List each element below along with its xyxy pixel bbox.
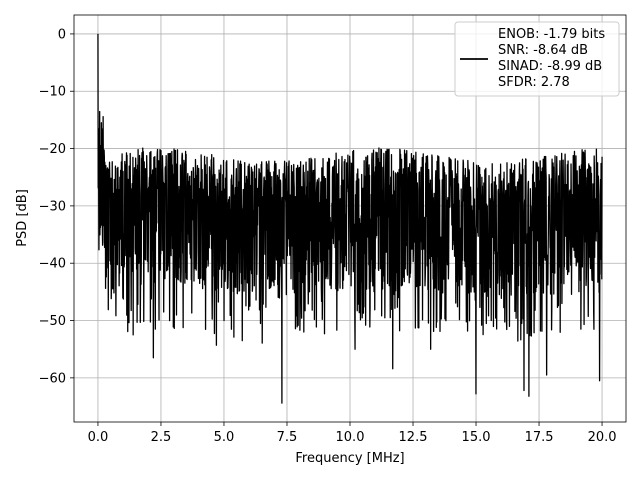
y-tick-label: −20 — [39, 142, 66, 157]
y-tick-label: −10 — [39, 85, 66, 100]
x-tick-label: 10.0 — [336, 430, 365, 445]
legend-sfdr: SFDR: 2.78 — [498, 75, 570, 90]
x-tick-label: 7.5 — [277, 430, 298, 445]
plot-area — [97, 33, 603, 404]
x-tick-label: 0.0 — [88, 430, 109, 445]
x-tick-label: 2.5 — [151, 430, 172, 445]
x-tick-label: 20.0 — [588, 430, 617, 445]
y-tick-label: 0 — [58, 27, 66, 42]
legend-enob: ENOB: -1.79 bits — [498, 27, 605, 42]
legend-snr: SNR: -8.64 dB — [498, 43, 588, 58]
legend-box — [454, 21, 620, 97]
legend: ENOB: -1.79 bits SNR: -8.64 dB SINAD: -8… — [454, 21, 620, 97]
x-axis-ticks: 0.0 2.5 5.0 7.5 10.0 12.5 15.0 17.5 20.0 — [88, 422, 617, 445]
y-axis-label: PSD [dB] — [15, 189, 30, 247]
y-tick-label: −40 — [39, 257, 66, 272]
x-axis-label: Frequency [MHz] — [295, 451, 404, 466]
x-tick-label: 12.5 — [399, 430, 428, 445]
legend-sinad: SINAD: -8.99 dB — [498, 59, 602, 74]
y-tick-label: −60 — [39, 371, 66, 386]
y-tick-label: −50 — [39, 314, 66, 329]
y-axis-ticks: 0 −10 −20 −30 −40 −50 −60 — [39, 27, 74, 386]
x-tick-label: 15.0 — [462, 430, 491, 445]
y-tick-label: −30 — [39, 199, 66, 214]
x-tick-label: 5.0 — [214, 430, 235, 445]
x-tick-label: 17.5 — [525, 430, 554, 445]
psd-series-line — [97, 33, 603, 404]
